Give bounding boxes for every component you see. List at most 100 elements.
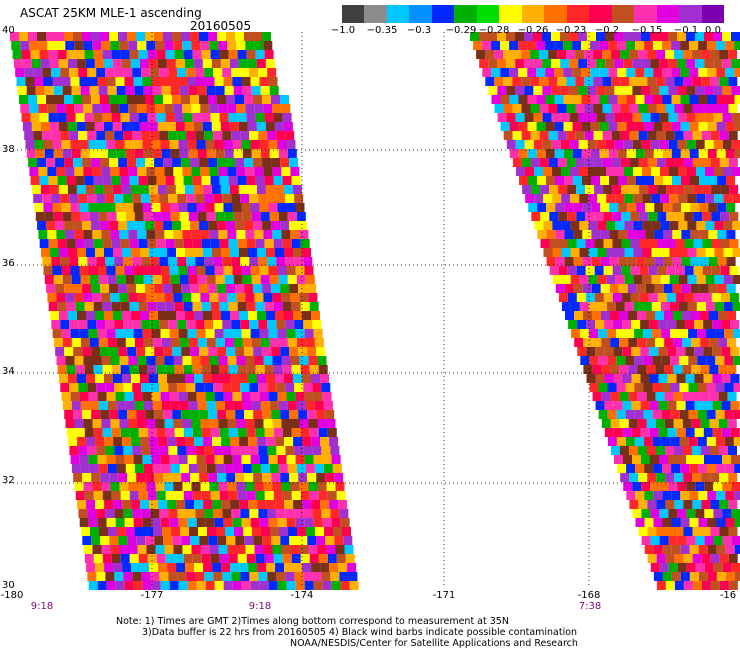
swath-cell [213,68,222,77]
color-bar-segment [634,5,657,23]
swath-cell [184,491,193,500]
swath-cell [119,230,128,239]
swath-cell [231,572,240,581]
swath-cell [179,392,188,401]
swath-cell [306,338,315,347]
swath-cell [649,347,658,356]
swath-cell [67,113,76,122]
swath-cell [231,446,240,455]
footer-note-2: 3)Data buffer is 22 hrs from 20160505 4)… [142,627,577,638]
swath-cell [198,527,207,536]
swath-cell [215,329,224,338]
swath-cell [680,410,689,419]
swath-cell [662,383,671,392]
swath-cell [603,104,612,113]
swath-cell [172,536,181,545]
swath-cell [534,194,543,203]
swath-cell [185,248,194,257]
swath-cell [684,581,693,590]
swath-cell [192,482,201,491]
swath-cell [708,572,717,581]
swath-cell [533,86,542,95]
swath-cell [702,185,711,194]
swath-cell [565,284,574,293]
swath-cell [607,275,616,284]
swath-cell [171,275,180,284]
swath-cell [81,275,90,284]
swath-cell [676,293,685,302]
swath-cell [206,581,215,590]
swath-cell [211,113,220,122]
swath-cell [702,212,711,221]
swath-cell [608,68,617,77]
swath-cell [82,221,91,230]
swath-cell [605,59,614,68]
swath-cell [164,41,173,50]
swath-cell [558,104,567,113]
swath-cell [315,527,324,536]
swath-cell [264,419,273,428]
swath-cell [603,158,612,167]
swath-cell [22,113,31,122]
swath-cell [64,410,73,419]
swath-cell [152,77,161,86]
swath-cell [294,194,303,203]
swath-cell [669,113,678,122]
swath-cell [539,77,548,86]
swath-cell [28,95,37,104]
swath-cell [307,347,316,356]
swath-cell [686,59,695,68]
swath-cell [170,140,179,149]
swath-cell [80,266,89,275]
swath-cell [112,239,121,248]
swath-cell [663,518,672,527]
swath-cell [603,131,612,140]
swath-cell [625,302,634,311]
swath-cell [693,131,702,140]
swath-cell [68,374,77,383]
swath-cell [53,140,62,149]
swath-cell [260,518,269,527]
swath-cell [198,212,207,221]
swath-cell [627,122,636,131]
swath-cell [261,527,270,536]
swath-cell [235,347,244,356]
swath-cell [722,374,731,383]
swath-cell [125,329,134,338]
swath-cell [281,167,290,176]
swath-cell [40,176,49,185]
swath-cell [267,383,276,392]
swath-cell [637,338,646,347]
swath-cell [211,302,220,311]
color-bar-segment [522,5,545,23]
swath-cell [203,437,212,446]
swath-cell [693,581,702,590]
swath-cell [73,221,82,230]
swath-cell [77,311,86,320]
swath-cell [702,581,711,590]
swath-cell [697,302,706,311]
swath-cell [186,131,195,140]
swath-cell [714,194,723,203]
swath-cell [168,320,177,329]
swath-cell [711,185,720,194]
swath-cell [673,284,682,293]
swath-cell [574,311,583,320]
swath-cell [134,203,143,212]
swath-cell [284,563,293,572]
swath-cell [629,77,638,86]
swath-cell [699,518,708,527]
swath-cell [269,77,278,86]
swath-cell [303,446,312,455]
swath-cell [95,437,104,446]
swath-cell [597,113,606,122]
swath-cell [522,131,531,140]
swath-cell [71,329,80,338]
swath-cell [182,293,191,302]
swath-cell [206,203,215,212]
swath-cell [192,545,201,554]
swath-cell [123,257,132,266]
swath-cell [260,140,269,149]
swath-cell [727,257,736,266]
swath-cell [701,392,710,401]
